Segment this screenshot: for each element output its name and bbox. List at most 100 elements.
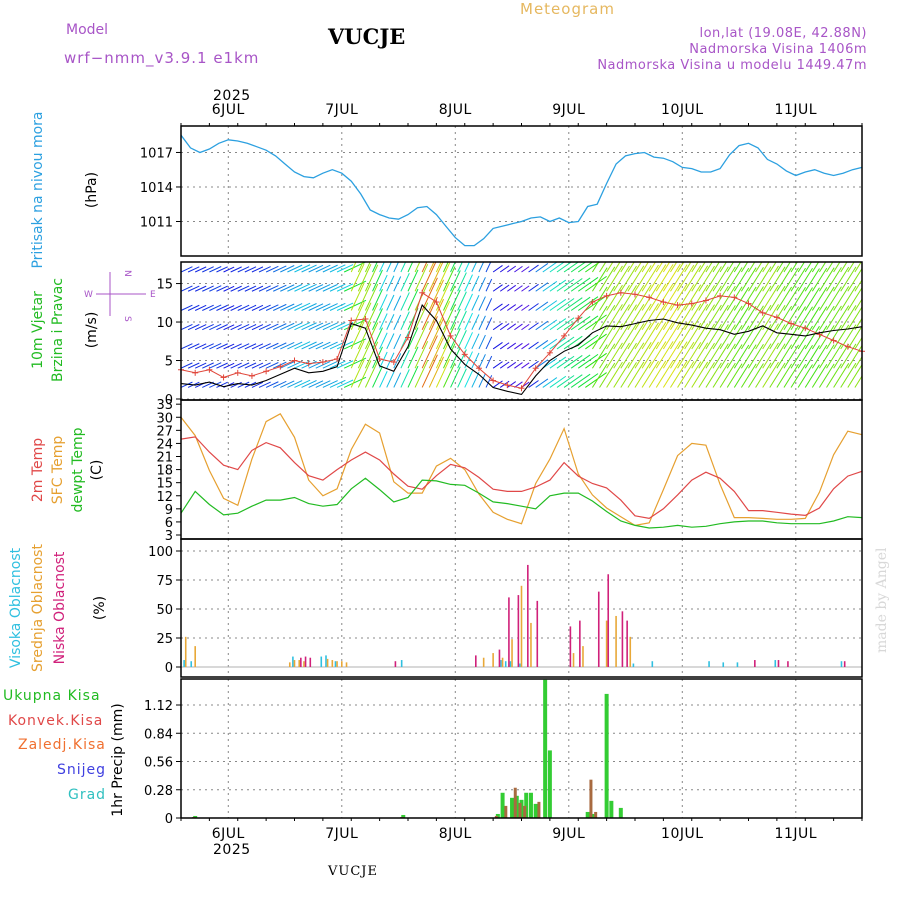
wind-arrow [357,283,372,311]
wind-arrow [634,322,652,350]
wind-arrow [677,303,695,330]
wind-arrow [400,349,410,369]
wind-arrow [202,285,214,292]
wind-arrow [209,342,222,350]
wind-arrow [294,283,311,292]
wind-arrow [499,265,510,273]
wind-arrow [209,323,222,331]
wind-arrow [187,362,200,369]
compass-s: S [122,316,132,322]
wind-arrow [280,284,295,292]
wind-arrow [265,265,279,273]
precip-ticks: 0 0.28 0.56 0.84 1.12 [144,699,181,827]
wind-arrow [733,287,750,311]
y-tick-label: 0 [165,812,173,827]
wind-arrow [556,298,575,311]
wind-arrow [223,266,235,273]
wind-arrow [599,362,616,388]
wind-arrow [620,262,628,273]
wind-arrow [471,262,478,273]
precip-bar-total [604,693,609,818]
wind-arrow [457,272,467,292]
wind-arrow [230,381,242,388]
compass-w: W [84,290,93,300]
wind-arrow [308,380,324,388]
wind-arrow [847,363,862,388]
wind-arrow [804,262,813,273]
wind-arrow [712,362,729,388]
wind-arrow [258,343,271,350]
temp-sfc-label: SFC Temp [50,436,66,505]
wind-arrow [386,262,392,273]
wind-arrow [854,375,862,388]
wind-arrow [294,322,311,331]
grid-lines [181,126,862,819]
year-label-top: 2025 [213,88,251,104]
wind-arrow [414,321,429,350]
wind-arrow [364,283,379,311]
wind-arrow [407,262,414,273]
wind-arrow [776,325,793,350]
wind-arrow [776,267,793,292]
wind-arrow [570,277,591,292]
y-tick-label: 3 [165,529,173,544]
wind-arrow [521,266,530,273]
wind-arrow [194,343,207,350]
precip-bar-total [500,792,505,818]
wind-arrow [740,344,757,369]
wind-arrow [244,362,257,369]
wind-arrow [620,342,637,369]
wind-arrow [507,342,517,350]
date-label-bottom: 10JUL [661,826,704,842]
wind-arrow [329,302,346,311]
wind-arrow [797,344,813,369]
wind-arrow [287,380,303,388]
wind-arrow [357,321,372,350]
wind-arrow [521,343,530,350]
wind-arrow [797,364,813,388]
wind-arrow [819,262,827,273]
wind-ticks: 0 5 10 15 [156,278,181,408]
wind-arrow [414,360,429,388]
wind-arrow [847,267,862,292]
wind-arrow [273,284,287,292]
wind-arrow [790,306,806,330]
wind-arrow [847,344,862,369]
wind-arrow [223,362,235,369]
wind-arrow [662,340,681,369]
wind-arrow [854,262,862,273]
wind-arrow [698,262,706,273]
wind-arrow [819,363,835,388]
wind-arrow [535,378,549,388]
wind-arrow [606,265,623,292]
y-tick-label: 50 [156,603,173,618]
wind-arrow [783,262,791,273]
wind-arrow [620,304,637,330]
wind-arrow [712,343,729,369]
wind-arrow [273,361,287,369]
wind-arrow [499,284,510,292]
y-tick-label: 5 [165,355,173,370]
wind-arrow [350,340,365,369]
wind-arrow [251,362,264,369]
y-tick-label: 27 [156,424,173,439]
wind-arrow [733,344,750,369]
wind-arrow [620,362,637,388]
wind-arrow [684,265,702,292]
wind-arrow [705,266,722,292]
wind-arrow [577,353,599,369]
wind-arrow [577,296,599,311]
wind-arrow [804,325,820,350]
wind-arrow [726,267,743,292]
panel-frame [180,678,863,819]
wind-arrow [811,306,828,330]
wind-arrow [478,296,486,311]
y-tick-label: 15 [156,278,173,293]
wind-arrow [393,276,402,292]
wind-arrow [251,285,264,292]
wind-arrow [450,366,461,388]
wind-arrow [847,306,862,330]
wind-arrow [599,305,616,330]
wind-arrow [414,340,429,369]
wind-arrow [181,323,193,331]
